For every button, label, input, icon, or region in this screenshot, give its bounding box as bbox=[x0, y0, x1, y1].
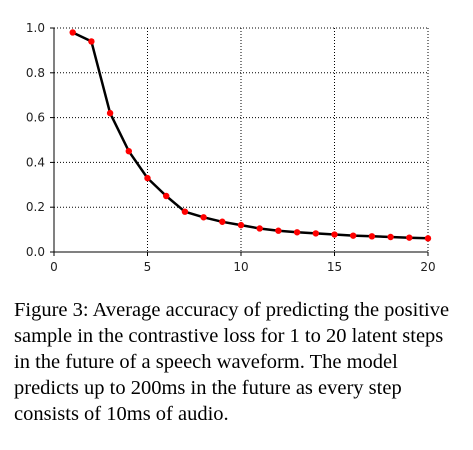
data-point bbox=[387, 233, 394, 241]
x-tick-label: 15 bbox=[327, 260, 342, 274]
data-point bbox=[331, 231, 338, 238]
y-tick-label: 0.0 bbox=[26, 245, 45, 259]
data-point bbox=[312, 230, 319, 237]
x-tick-label: 5 bbox=[144, 260, 152, 274]
figure-caption: Figure 3: Average accuracy of predicting… bbox=[14, 299, 450, 425]
y-tick-label: 0.6 bbox=[26, 111, 45, 125]
data-point bbox=[219, 218, 226, 225]
y-tick-label: 1.0 bbox=[26, 21, 45, 35]
series-line bbox=[72, 31, 429, 240]
data-point bbox=[144, 174, 151, 182]
y-tick-label: 0.4 bbox=[26, 155, 45, 169]
data-point bbox=[200, 214, 207, 221]
accuracy-line-chart: 0 5 10 15 20 0.0 0.2 0.4 0.6 0.8 1.0 bbox=[26, 21, 436, 274]
grid-layer bbox=[53, 27, 429, 253]
data-point bbox=[88, 38, 95, 45]
y-tick-label: 0.8 bbox=[26, 66, 45, 80]
data-point bbox=[106, 109, 114, 117]
data-point bbox=[163, 192, 170, 200]
series-layer bbox=[69, 29, 432, 242]
data-point bbox=[424, 235, 432, 242]
data-point bbox=[368, 233, 376, 240]
data-point bbox=[406, 234, 413, 241]
data-point bbox=[125, 148, 132, 155]
data-point bbox=[181, 208, 189, 215]
x-tick-label: 20 bbox=[420, 260, 435, 274]
y-tick-label: 0.2 bbox=[26, 200, 45, 214]
tick-layer: 0 5 10 15 20 0.0 0.2 0.4 0.6 0.8 1.0 bbox=[26, 21, 436, 274]
x-tick-label: 10 bbox=[233, 260, 248, 274]
data-point bbox=[69, 29, 76, 36]
x-tick-label: 0 bbox=[50, 260, 58, 274]
data-point bbox=[275, 227, 282, 234]
data-point bbox=[256, 225, 263, 232]
data-point bbox=[350, 232, 357, 239]
data-point bbox=[293, 229, 301, 236]
data-point bbox=[237, 221, 245, 229]
